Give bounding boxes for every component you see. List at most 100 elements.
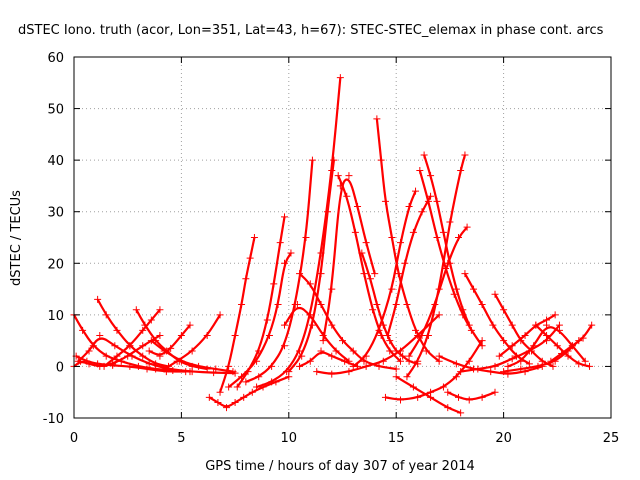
data-point-marker: [358, 249, 366, 257]
series-arc-36: [491, 290, 557, 370]
x-tick-label: 15: [388, 431, 405, 446]
data-point-marker: [323, 208, 331, 216]
series-curve: [219, 237, 256, 393]
data-point-marker: [478, 393, 486, 401]
x-tick-label: 25: [603, 431, 620, 446]
data-point-marker: [517, 365, 525, 373]
data-point-marker: [424, 197, 432, 205]
series-curve: [135, 309, 208, 371]
data-point-marker: [268, 362, 276, 370]
series-curve: [103, 308, 161, 368]
data-point-marker: [392, 347, 400, 355]
series-arc-12: [216, 234, 258, 396]
chart-title: dSTEC Iono. truth (acor, Lon=351, Lat=43…: [18, 23, 604, 38]
series-curve: [227, 252, 292, 388]
data-point-marker: [362, 239, 370, 247]
data-point-marker: [491, 290, 499, 298]
data-point-marker: [575, 360, 583, 368]
data-point-marker: [281, 342, 289, 350]
data-point-marker: [285, 368, 293, 376]
data-point-marker: [216, 388, 224, 396]
series-arc-20: [296, 270, 400, 373]
data-point-marker: [223, 404, 231, 412]
y-tick-label: 40: [47, 154, 64, 169]
data-point-marker: [392, 373, 400, 381]
data-point-marker: [457, 409, 465, 417]
data-point-marker: [255, 373, 263, 381]
series-arc-13: [225, 249, 295, 391]
data-point-marker: [156, 306, 164, 314]
series-arc-14: [233, 213, 289, 391]
data-point-marker: [467, 326, 475, 334]
series-curve: [503, 339, 580, 373]
x-tick-label: 0: [70, 431, 78, 446]
data-point-marker: [414, 357, 422, 365]
data-point-marker: [186, 321, 194, 329]
data-point-marker: [388, 234, 396, 241]
y-tick-label: -10: [43, 412, 64, 427]
data-point-marker: [435, 352, 443, 360]
series-arc-15: [242, 156, 316, 386]
data-point-marker: [255, 347, 263, 355]
data-point-marker: [362, 352, 370, 360]
data-point-marker: [74, 357, 82, 365]
data-point-marker: [424, 331, 432, 339]
data-point-marker: [203, 331, 211, 339]
data-point-marker: [452, 373, 460, 381]
data-point-marker: [242, 275, 250, 283]
data-point-marker: [343, 192, 351, 200]
data-point-marker: [412, 326, 420, 334]
series-arc-43: [457, 321, 563, 376]
series-curve: [375, 118, 440, 363]
data-point-marker: [549, 362, 557, 370]
data-point-marker: [465, 396, 473, 404]
data-point-marker: [553, 342, 561, 350]
data-point-marker: [500, 306, 508, 314]
data-point-marker: [405, 203, 413, 211]
data-point-marker: [328, 285, 336, 293]
data-point-marker: [470, 285, 478, 293]
y-tick-label: 60: [47, 51, 64, 66]
data-point-marker: [377, 156, 385, 164]
data-point-marker: [248, 388, 256, 396]
data-point-marker: [409, 383, 417, 391]
data-point-marker: [412, 187, 420, 195]
data-point-marker: [414, 393, 422, 401]
data-point-marker: [491, 362, 499, 370]
series-curve: [96, 298, 169, 368]
data-point-marker: [555, 321, 563, 329]
series-curve: [236, 216, 286, 388]
data-point-marker: [102, 311, 110, 319]
series-curve: [494, 293, 554, 368]
data-point-marker: [341, 357, 349, 365]
x-axis-title: GPS time / hours of day 307 of year 2014: [205, 459, 475, 474]
data-point-marker: [102, 352, 110, 360]
data-point-marker: [345, 172, 353, 180]
data-point-marker: [446, 218, 454, 226]
series-curve: [406, 154, 466, 378]
data-point-marker: [454, 393, 462, 401]
data-point-marker: [177, 357, 185, 365]
data-point-marker: [156, 331, 164, 339]
series-curve: [283, 306, 350, 363]
series-arc-35: [461, 270, 533, 368]
data-point-marker: [525, 360, 533, 368]
data-point-marker: [564, 347, 572, 355]
data-point-marker: [317, 270, 325, 278]
data-point-marker: [139, 352, 147, 360]
data-point-marker: [457, 166, 465, 174]
data-point-marker: [392, 365, 400, 373]
data-point-marker: [126, 362, 134, 370]
data-point-marker: [517, 357, 525, 365]
data-point-marker: [543, 337, 551, 345]
data-point-marker: [205, 393, 213, 401]
series-arc-19: [334, 172, 404, 365]
data-point-marker: [525, 347, 533, 355]
data-point-marker: [250, 234, 258, 241]
data-point-marker: [381, 393, 389, 401]
data-point-marker: [79, 326, 87, 334]
data-point-marker: [416, 166, 424, 174]
data-point-marker: [500, 368, 508, 376]
series-arc-42: [500, 337, 583, 376]
